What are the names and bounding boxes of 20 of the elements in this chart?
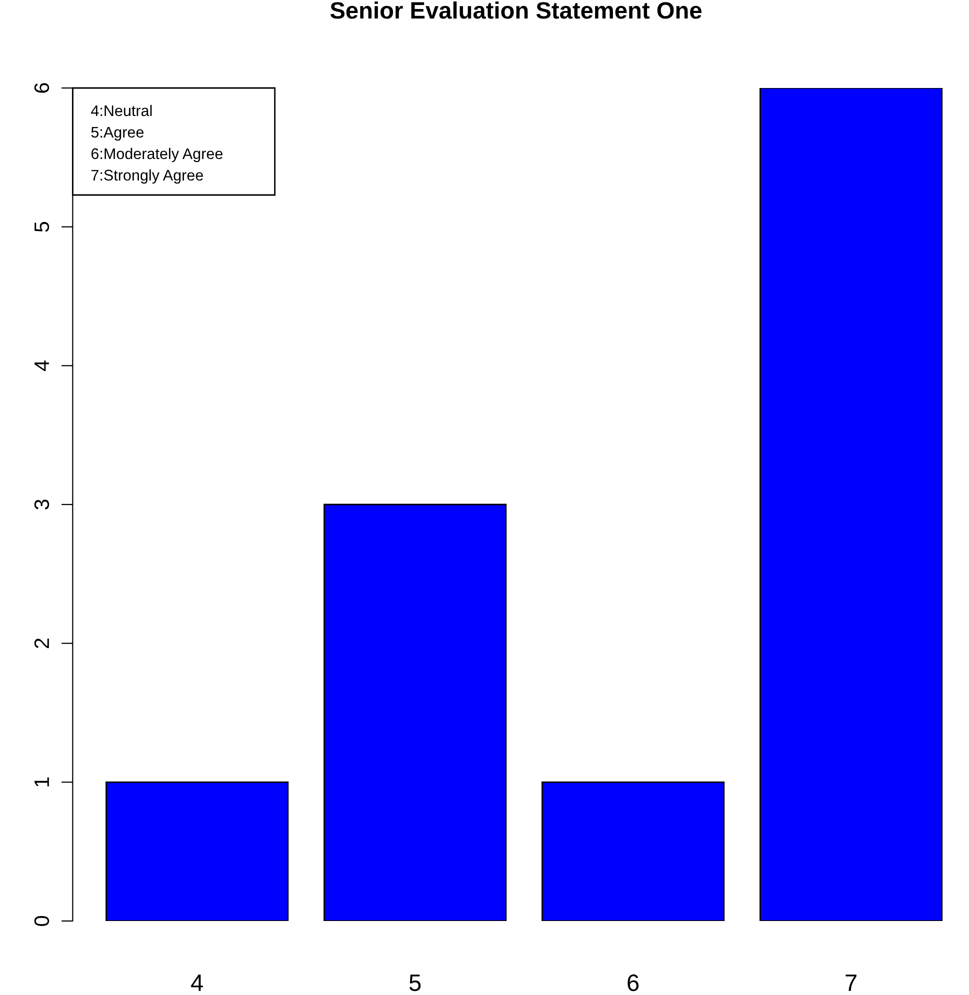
annotation: 7:Strongly Agree	[91, 169, 203, 184]
y-tick-label: 3	[34, 500, 50, 510]
x-tick-label: 5	[409, 974, 421, 992]
y-tick-label: 2	[34, 638, 49, 648]
y-tick-label: 4	[34, 360, 49, 371]
bar	[542, 781, 725, 921]
x-tick-label: 4	[191, 974, 203, 991]
x-tick-label: 6	[628, 974, 639, 992]
bar	[106, 781, 289, 921]
bar	[324, 504, 507, 921]
x-tick-label: 7	[846, 974, 856, 991]
annotation: 5:Agree	[91, 126, 144, 141]
y-tick-label: 0	[34, 916, 50, 926]
y-tick-label: 6	[34, 83, 50, 93]
chart-title: Senior Evaluation Statement One	[330, 1, 702, 19]
bar	[760, 88, 943, 921]
y-tick-label: 1	[34, 777, 49, 786]
annotation: 4:Neutral	[91, 104, 152, 116]
annotation: 6:Moderately Agree	[91, 148, 222, 162]
y-tick-label: 5	[34, 222, 50, 232]
